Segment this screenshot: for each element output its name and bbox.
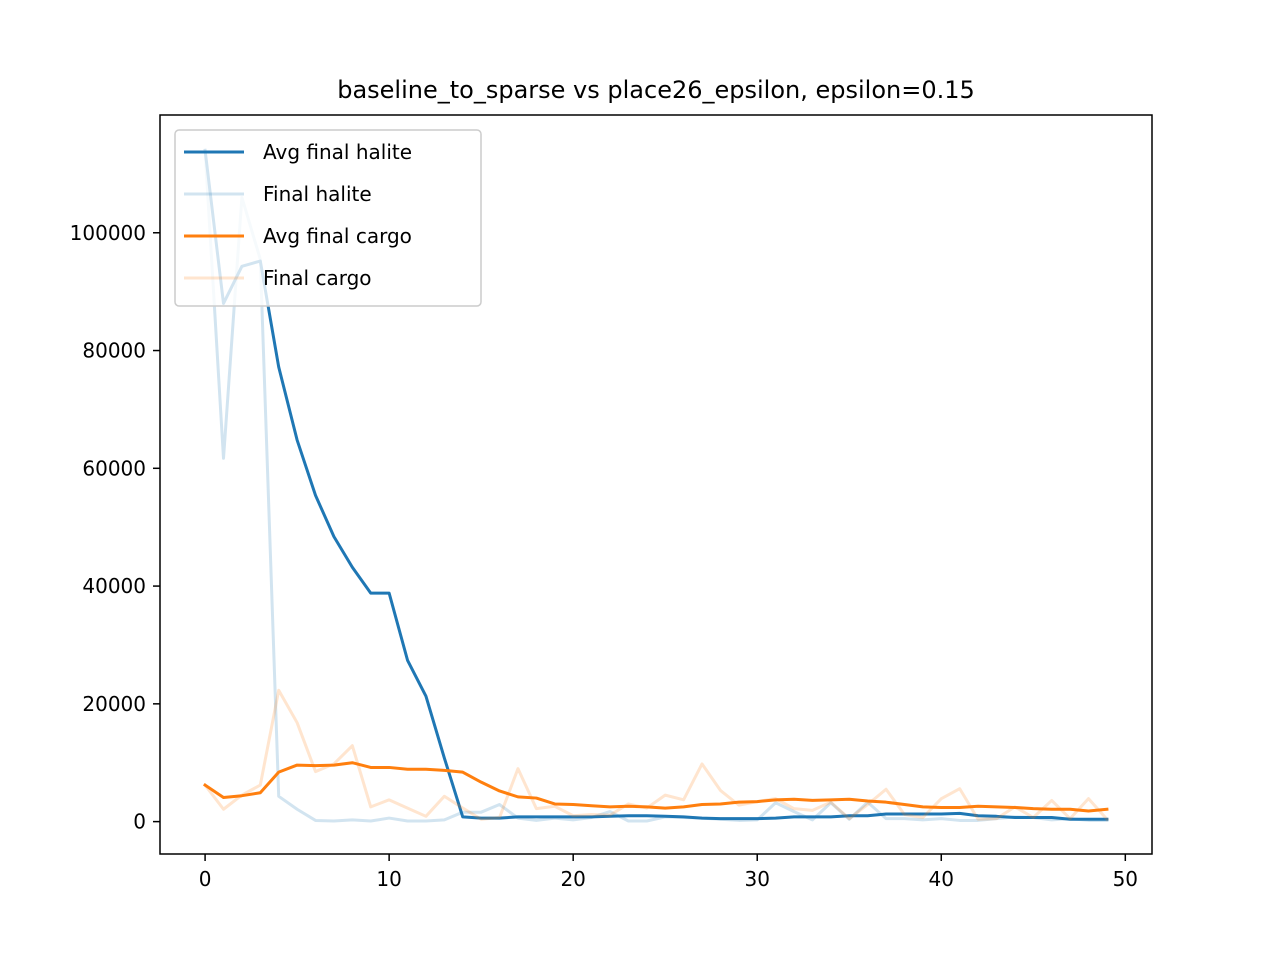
series-line-0 bbox=[203, 148, 1109, 821]
x-axis: 0 10 20 30 40 50 bbox=[199, 854, 1138, 891]
x-tick-label: 50 bbox=[1113, 867, 1138, 891]
x-tick-label: 10 bbox=[376, 867, 401, 891]
x-tick-label: 0 bbox=[199, 867, 212, 891]
y-tick-label: 0 bbox=[133, 810, 146, 834]
y-tick-label: 40000 bbox=[82, 574, 146, 598]
legend-label-2: Avg final cargo bbox=[263, 224, 412, 248]
y-tick-label: 80000 bbox=[82, 339, 146, 363]
series-line-2 bbox=[203, 761, 1109, 813]
chart-title: baseline_to_sparse vs place26_epsilon, e… bbox=[337, 76, 975, 104]
plot-lines bbox=[202, 148, 1110, 823]
plot-frame bbox=[159, 114, 1153, 855]
legend-label-3: Final cargo bbox=[263, 266, 372, 290]
x-tick-label: 30 bbox=[744, 867, 769, 891]
legend: Avg final halite Final halite Avg final ca… bbox=[174, 129, 482, 307]
y-tick-label: 100000 bbox=[70, 221, 146, 245]
y-axis: 0 20000 40000 60000 80000 100000 bbox=[70, 221, 160, 834]
legend-box bbox=[174, 129, 482, 307]
series-line-3 bbox=[202, 688, 1110, 822]
legend-label-1: Final halite bbox=[263, 182, 372, 206]
legend-label-0: Avg final halite bbox=[263, 140, 412, 164]
x-tick-label: 40 bbox=[929, 867, 954, 891]
y-tick-label: 20000 bbox=[82, 692, 146, 716]
x-tick-label: 20 bbox=[560, 867, 585, 891]
series-line-1 bbox=[203, 148, 1109, 823]
y-tick-label: 60000 bbox=[82, 456, 146, 480]
